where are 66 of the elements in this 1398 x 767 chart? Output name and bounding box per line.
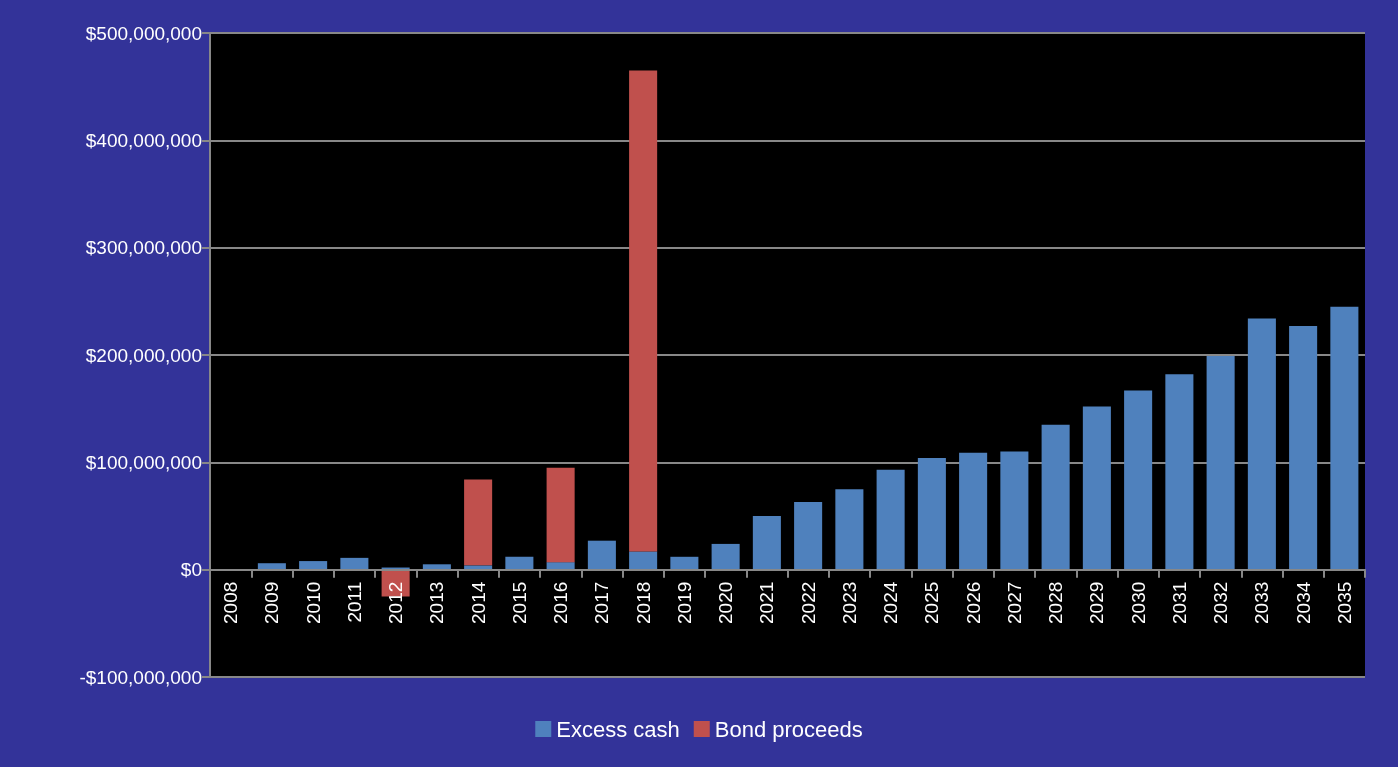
bar [959,452,988,570]
legend-label: Excess cash [556,716,680,742]
x-tick-label: 2016 [550,581,572,624]
x-tick-label: 2035 [1333,581,1355,624]
x-tick-label: 2011 [343,581,365,623]
y-tick-label: $100,000,000 [85,451,202,473]
bar [1206,356,1235,570]
x-tick-label: 2021 [756,581,778,624]
x-tick-label: 2014 [467,581,489,624]
bar [876,469,905,570]
bar [752,516,781,570]
x-tick-label: 2024 [880,581,902,624]
bar [546,467,575,563]
bar [917,458,946,570]
x-tick-label: 2031 [1168,581,1190,624]
bar [505,556,534,570]
bar [1041,424,1070,570]
bar [1289,326,1318,570]
bar [546,562,575,570]
legend-label: Bond proceeds [714,716,863,742]
x-tick-label: 2018 [632,581,654,624]
bar [794,502,823,570]
bar [1247,318,1276,570]
x-tick-label: 2027 [1003,581,1025,624]
x-tick-label: 2032 [1210,581,1232,624]
x-tick-label: 2010 [302,581,324,624]
bar [422,564,451,570]
bar [1165,374,1194,570]
bar [257,563,286,570]
x-tick-label: 2023 [838,581,860,624]
bar [1082,406,1111,570]
x-tick-label: 2017 [591,581,613,624]
x-tick-label: 2012 [385,581,407,624]
x-tick-label: 2028 [1045,581,1067,624]
x-tick-label: 2025 [921,581,943,624]
bar [670,556,699,570]
bar [835,489,864,570]
x-tick-label: 2015 [508,581,530,624]
x-tick-label: 2029 [1086,581,1108,624]
x-tick-label: 2020 [715,581,737,624]
y-tick-label: $300,000,000 [85,237,202,259]
bar [1124,390,1153,570]
bar [629,551,658,570]
x-tick-label: 2019 [673,581,695,624]
y-tick-label: $400,000,000 [85,129,202,151]
x-tick-label: 2022 [797,581,819,624]
bar [711,543,740,570]
bar [340,557,369,570]
x-tick-label: 2034 [1292,581,1314,624]
y-tick-label: -$100,000,000 [79,666,202,688]
x-tick-label: 2009 [261,581,283,624]
x-tick-label: 2026 [962,581,984,624]
x-tick-label: 2013 [426,581,448,624]
bar [1000,451,1029,570]
x-tick-label: 2008 [220,581,242,624]
bar [299,561,328,570]
bar [464,565,493,570]
y-tick-label: $200,000,000 [85,344,202,366]
x-tick-label: 2030 [1127,581,1149,624]
y-tick-label: $0 [180,559,202,581]
x-tick-label: 2033 [1251,581,1273,624]
bar [464,479,493,566]
bar [1330,306,1359,570]
bar [587,540,616,570]
bar [629,70,658,552]
y-tick-label: $500,000,000 [85,22,202,44]
